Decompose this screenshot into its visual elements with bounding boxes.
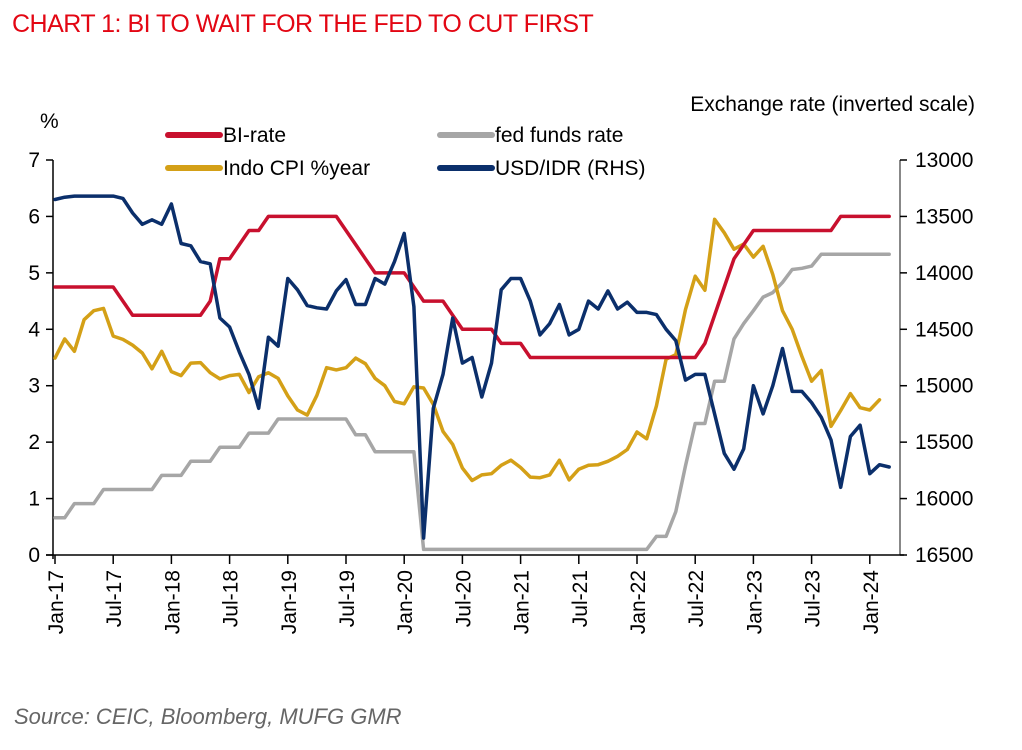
- x-tick-label: Jan-17: [45, 570, 68, 634]
- x-tick-label: Jul-21: [569, 570, 592, 627]
- x-tick-label: Jul-18: [220, 570, 243, 627]
- y-tick-label: 3: [28, 375, 40, 398]
- y2-axis-label: Exchange rate (inverted scale): [690, 93, 975, 116]
- y2-tick-label: 14500: [915, 318, 973, 341]
- y2-tick-label: 14000: [915, 262, 973, 285]
- legend-label: USD/IDR (RHS): [495, 157, 646, 180]
- y2-tick-label: 16500: [915, 544, 973, 567]
- legend-label: BI-rate: [223, 124, 286, 147]
- y2-tick-label: 13500: [915, 205, 973, 228]
- y-tick-label: 4: [28, 318, 40, 341]
- x-tick-label: Jul-20: [452, 570, 475, 627]
- y2-tick-label: 13000: [915, 149, 973, 172]
- x-tick-label: Jul-17: [103, 570, 126, 627]
- x-tick-label: Jan-23: [743, 570, 766, 634]
- series-line-usd-idr-rhs: [53, 194, 891, 540]
- legend-label: fed funds rate: [495, 124, 623, 147]
- series-line-fed-funds-rate: [53, 252, 891, 552]
- y-tick-label: 6: [28, 205, 40, 228]
- series-line-indo-cpi-year: [53, 217, 882, 483]
- source-note: Source: CEIC, Bloomberg, MUFG GMR: [14, 704, 402, 729]
- x-tick-label: Jan-18: [161, 570, 184, 634]
- y-tick-label: 2: [28, 431, 40, 454]
- chart-title: CHART 1: BI TO WAIT FOR THE FED TO CUT F…: [12, 10, 594, 38]
- y-axis-label: %: [40, 110, 59, 133]
- series-group: [53, 194, 891, 552]
- y2-tick-label: 15500: [915, 431, 973, 454]
- y-tick-label: 1: [28, 488, 40, 511]
- y2-tick-label: 16000: [915, 488, 973, 511]
- x-tick-label: Jul-23: [802, 570, 825, 627]
- x-tick-label: Jul-19: [336, 570, 359, 627]
- x-tick-label: Jan-24: [860, 570, 883, 635]
- y-tick-label: 5: [28, 262, 40, 285]
- y-tick-label: 7: [28, 149, 40, 172]
- y2-tick-label: 15000: [915, 375, 973, 398]
- x-tick-label: Jan-20: [394, 570, 417, 634]
- legend-label: Indo CPI %year: [223, 157, 370, 180]
- x-tick-label: Jan-19: [278, 570, 301, 634]
- series-line-bi-rate: [53, 214, 891, 360]
- legend: BI-rate fed funds rate Indo CPI %year USD/I…: [165, 124, 646, 180]
- x-tick-label: Jan-22: [627, 570, 650, 634]
- x-tick-label: Jan-21: [511, 570, 534, 634]
- x-tick-label: Jul-22: [685, 570, 708, 627]
- y-tick-label: 0: [28, 544, 40, 567]
- axes: 0 1 2 3 4 5 6 7 13000 13500 14000 14500 15000 15500 16…: [28, 149, 973, 634]
